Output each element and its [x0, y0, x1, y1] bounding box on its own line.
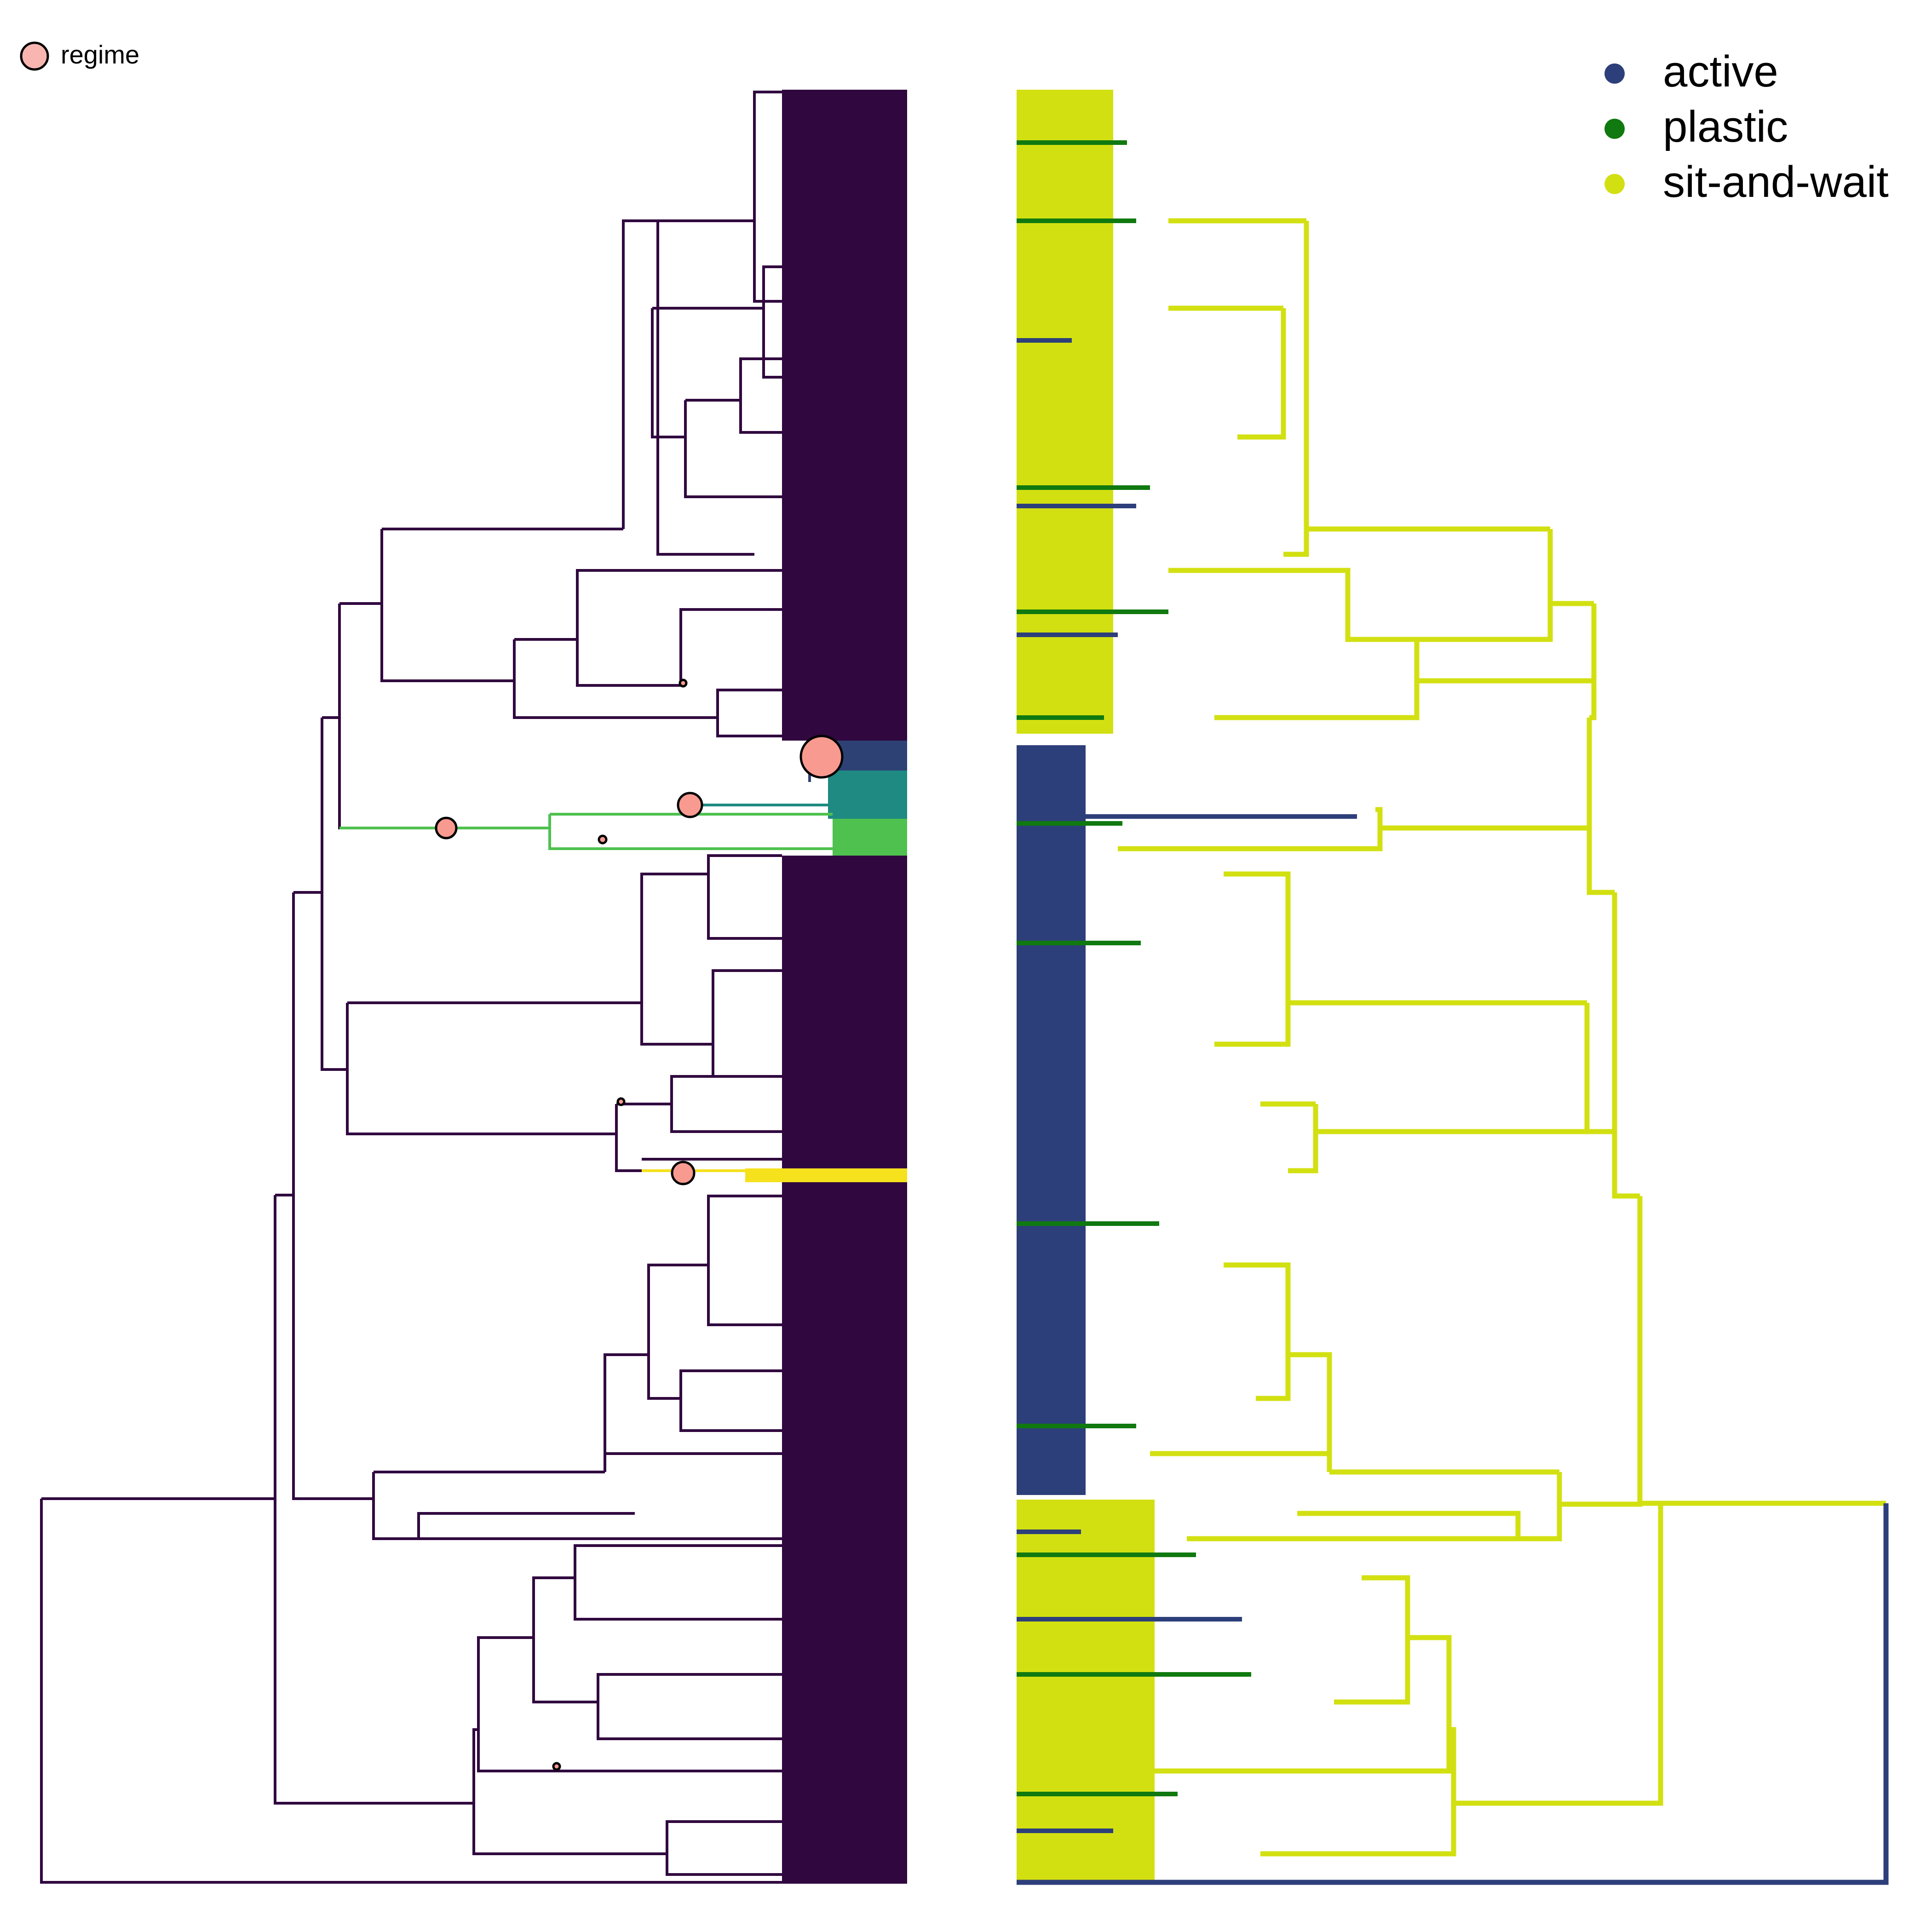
regime-legend-marker	[20, 41, 49, 71]
tip-band-sit-bottom	[1017, 1500, 1155, 1881]
tip-band-yellow	[745, 1168, 907, 1182]
regime-shift-marker	[677, 792, 703, 818]
legend-plastic-dot	[1604, 119, 1625, 139]
foraging-tree	[1017, 90, 1889, 1885]
legend-active-label: active	[1663, 47, 1778, 96]
regime-tree	[40, 90, 907, 1884]
regime-legend: regime	[20, 40, 139, 71]
tip-band-sit-top	[1017, 90, 1113, 734]
tip-band-green	[833, 819, 907, 856]
tip-band-middle	[782, 856, 907, 1168]
active-streaks	[1017, 338, 1242, 1833]
regime-shift-marker-small	[552, 1762, 561, 1771]
legend-sit-and-wait-dot	[1604, 174, 1625, 194]
regime-legend-label: regime	[61, 40, 139, 69]
regime-shift-marker	[435, 816, 458, 840]
tip-band-teal	[828, 770, 907, 819]
regime-shift-branches	[339, 753, 833, 1172]
tip-band-bottom	[782, 1182, 907, 1881]
legend-plastic-label: plastic	[1663, 102, 1788, 151]
regime-tree-branches	[40, 91, 907, 1884]
tip-band-active-middle	[1017, 745, 1086, 1495]
plastic-streaks	[1017, 140, 1251, 1796]
regime-shift-marker-small	[678, 678, 688, 688]
foraging-tree-branches	[1118, 218, 1886, 1857]
regime-shift-markers	[435, 678, 844, 1771]
regime-shift-marker-small	[598, 834, 608, 845]
regime-shift-marker-small	[616, 1097, 626, 1106]
regime-shift-marker	[671, 1161, 696, 1185]
foraging-legend: active plastic sit-and-wait	[1604, 47, 1889, 207]
regime-shift-marker	[799, 735, 844, 779]
tip-band-top	[782, 90, 907, 741]
legend-active-dot	[1604, 63, 1625, 84]
legend-sit-and-wait-label: sit-and-wait	[1663, 157, 1889, 207]
active-root-branch	[1017, 1503, 1889, 1885]
